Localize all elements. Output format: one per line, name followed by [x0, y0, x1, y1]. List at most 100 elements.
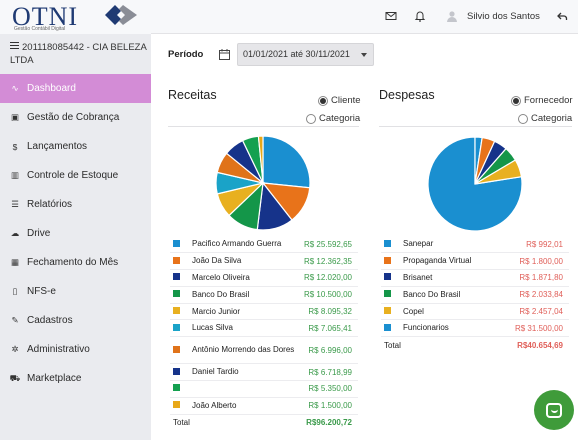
cart-icon: ⛟	[9, 372, 21, 383]
gear-icon: ✲	[11, 344, 19, 354]
bar-chart-icon: ▥	[10, 170, 20, 180]
legend-swatch	[173, 256, 180, 264]
period-label: Período	[168, 49, 204, 60]
sidebar-item-nfs-e[interactable]: ▯ NFS-e	[0, 277, 151, 306]
money-bill-icon: ▣	[10, 112, 20, 122]
user-name[interactable]: Silvio dos Santos	[467, 11, 540, 22]
sidebar-item-gest-o-de-cobran-a[interactable]: ▣ Gestão de Cobrança	[0, 103, 151, 132]
total-label: Total	[384, 340, 401, 350]
pie-slice[interactable]	[474, 159, 523, 185]
row-value: R$ 7.065,41	[298, 319, 358, 338]
despesas-option-categoria[interactable]: Categoria	[518, 113, 572, 124]
user-avatar-icon[interactable]	[446, 10, 458, 22]
sidebar-item-cadastros[interactable]: ✎ Cadastros	[0, 306, 151, 335]
chevron-down-icon	[361, 53, 367, 57]
sidebar-item-label: Gestão de Cobrança	[27, 112, 120, 123]
sidebar-item-label: NFS-e	[27, 286, 56, 297]
legend-swatch	[173, 401, 180, 409]
bell-icon[interactable]	[414, 10, 426, 22]
legend-swatch	[384, 273, 391, 281]
table-row: Sanepar R$ 992,01	[381, 236, 569, 254]
row-value: R$ 2.033,84	[495, 286, 569, 304]
legend-swatch	[173, 345, 180, 353]
chat-button[interactable]	[534, 390, 574, 430]
table-row: Brisanet R$ 1.871,80	[381, 269, 569, 287]
row-name: Marcio Junior	[192, 303, 299, 321]
table-row: Propaganda Virtual R$ 1.800,00	[381, 252, 569, 271]
chart-line-icon: ∿	[11, 83, 19, 93]
row-name: Marcelo Oliveira	[192, 269, 299, 287]
sidebar-item-label: Controle de Estoque	[27, 170, 119, 181]
sidebar-item-controle-de-estoque[interactable]: ▥ Controle de Estoque	[0, 161, 151, 190]
sidebar-item-drive[interactable]: ☁ Drive	[0, 219, 151, 248]
company-selector[interactable]: 201118085442 - CIA BELEZA LTDA	[10, 41, 148, 67]
sidebar-item-label: Relatórios	[27, 199, 73, 210]
table-row: Marcio Junior R$ 8.095,32	[170, 303, 358, 321]
pie-slice[interactable]	[262, 135, 311, 189]
total-row: Total R$96.200,72	[170, 414, 358, 431]
row-value: R$ 12.362,35	[298, 252, 358, 271]
total-label: Total	[173, 418, 190, 428]
table-row: Banco Do Brasil R$ 10.500,00	[170, 286, 358, 304]
table-row: João Alberto R$ 1.500,00	[170, 397, 358, 415]
company-name: 201118085442 - CIA BELEZA LTDA	[10, 42, 147, 66]
despesas-option-fornecedor[interactable]: Fornecedor	[511, 95, 573, 106]
table-row: Antônio Morrendo das Dores R$ 6.996,00	[170, 336, 358, 365]
receitas-option-cliente[interactable]: Cliente	[318, 95, 361, 106]
mail-icon[interactable]	[385, 10, 397, 22]
file-icon: ▯	[12, 286, 18, 296]
radio-label: Fornecedor	[524, 95, 573, 106]
legend-swatch	[384, 239, 391, 247]
pie-slice[interactable]	[257, 135, 264, 184]
legend-swatch	[384, 256, 391, 264]
legend-swatch	[384, 323, 391, 331]
sidebar-item-marketplace[interactable]: ⛟ Marketplace	[0, 364, 151, 393]
receitas-title: Receitas	[168, 88, 217, 102]
logo[interactable]: OTNI Gestão Contábil Digital	[0, 0, 151, 34]
legend-swatch	[173, 323, 180, 331]
menu-icon[interactable]	[10, 42, 19, 49]
sidebar-item-administrativo[interactable]: ✲ Administrativo	[0, 335, 151, 364]
logout-icon[interactable]	[556, 10, 568, 22]
table-row: Copel R$ 2.457,04	[381, 303, 569, 321]
despesas-pie-chart	[427, 136, 523, 232]
sidebar-item-label: Drive	[27, 228, 51, 239]
total-value: R$96.200,72	[306, 418, 352, 428]
row-value: R$ 2.457,04	[495, 303, 569, 321]
row-value: R$ 1.500,00	[298, 397, 358, 415]
total-value: R$40.654,69	[517, 340, 563, 350]
period-select[interactable]: 01/01/2021 até 30/11/2021	[237, 43, 374, 66]
legend-swatch	[173, 273, 180, 281]
sidebar-item-fechamento-do-m-s[interactable]: ▦ Fechamento do Mês	[0, 248, 151, 277]
row-name: Brisanet	[403, 269, 496, 287]
logo-mark-icon	[105, 5, 137, 25]
row-name: Copel	[403, 303, 496, 321]
receitas-option-categoria[interactable]: Categoria	[306, 113, 360, 124]
row-name: João Da Silva	[192, 252, 299, 271]
logo-subtitle: Gestão Contábil Digital	[14, 26, 66, 32]
row-name: Antônio Morrendo das Dores	[192, 336, 299, 365]
legend-swatch	[173, 384, 180, 392]
despesas-title: Despesas	[379, 88, 435, 102]
calendar-icon: ▦	[10, 257, 20, 267]
total-row: Total R$40.654,69	[381, 337, 569, 354]
row-value: R$ 1.871,80	[495, 269, 569, 287]
row-value: R$ 6.718,99	[298, 363, 358, 382]
radio-icon	[318, 95, 328, 106]
sidebar-item-relat-rios[interactable]: ☰ Relatórios	[0, 190, 151, 219]
calendar-icon	[219, 49, 230, 60]
row-value: R$ 25.592,65	[298, 236, 358, 254]
row-value: R$ 992,01	[495, 236, 569, 254]
row-name: Funcionarios	[403, 319, 496, 338]
row-name: Pacifico Armando Guerra	[192, 236, 299, 254]
sidebar-item-lan-amentos[interactable]: $ Lançamentos	[0, 132, 151, 161]
table-row: João Da Silva R$ 12.362,35	[170, 252, 358, 271]
sidebar-item-dashboard[interactable]: ∿ Dashboard	[0, 74, 151, 103]
row-name: Lucas Silva	[192, 319, 299, 338]
receitas-table: Pacifico Armando Guerra R$ 25.592,65 João …	[170, 236, 358, 431]
table-row: Pacifico Armando Guerra R$ 25.592,65	[170, 236, 358, 254]
row-name: João Alberto	[192, 397, 299, 415]
radio-icon	[306, 113, 316, 124]
row-value: R$ 5.350,00	[298, 380, 358, 398]
table-row: Funcionarios R$ 31.500,00	[381, 319, 569, 338]
